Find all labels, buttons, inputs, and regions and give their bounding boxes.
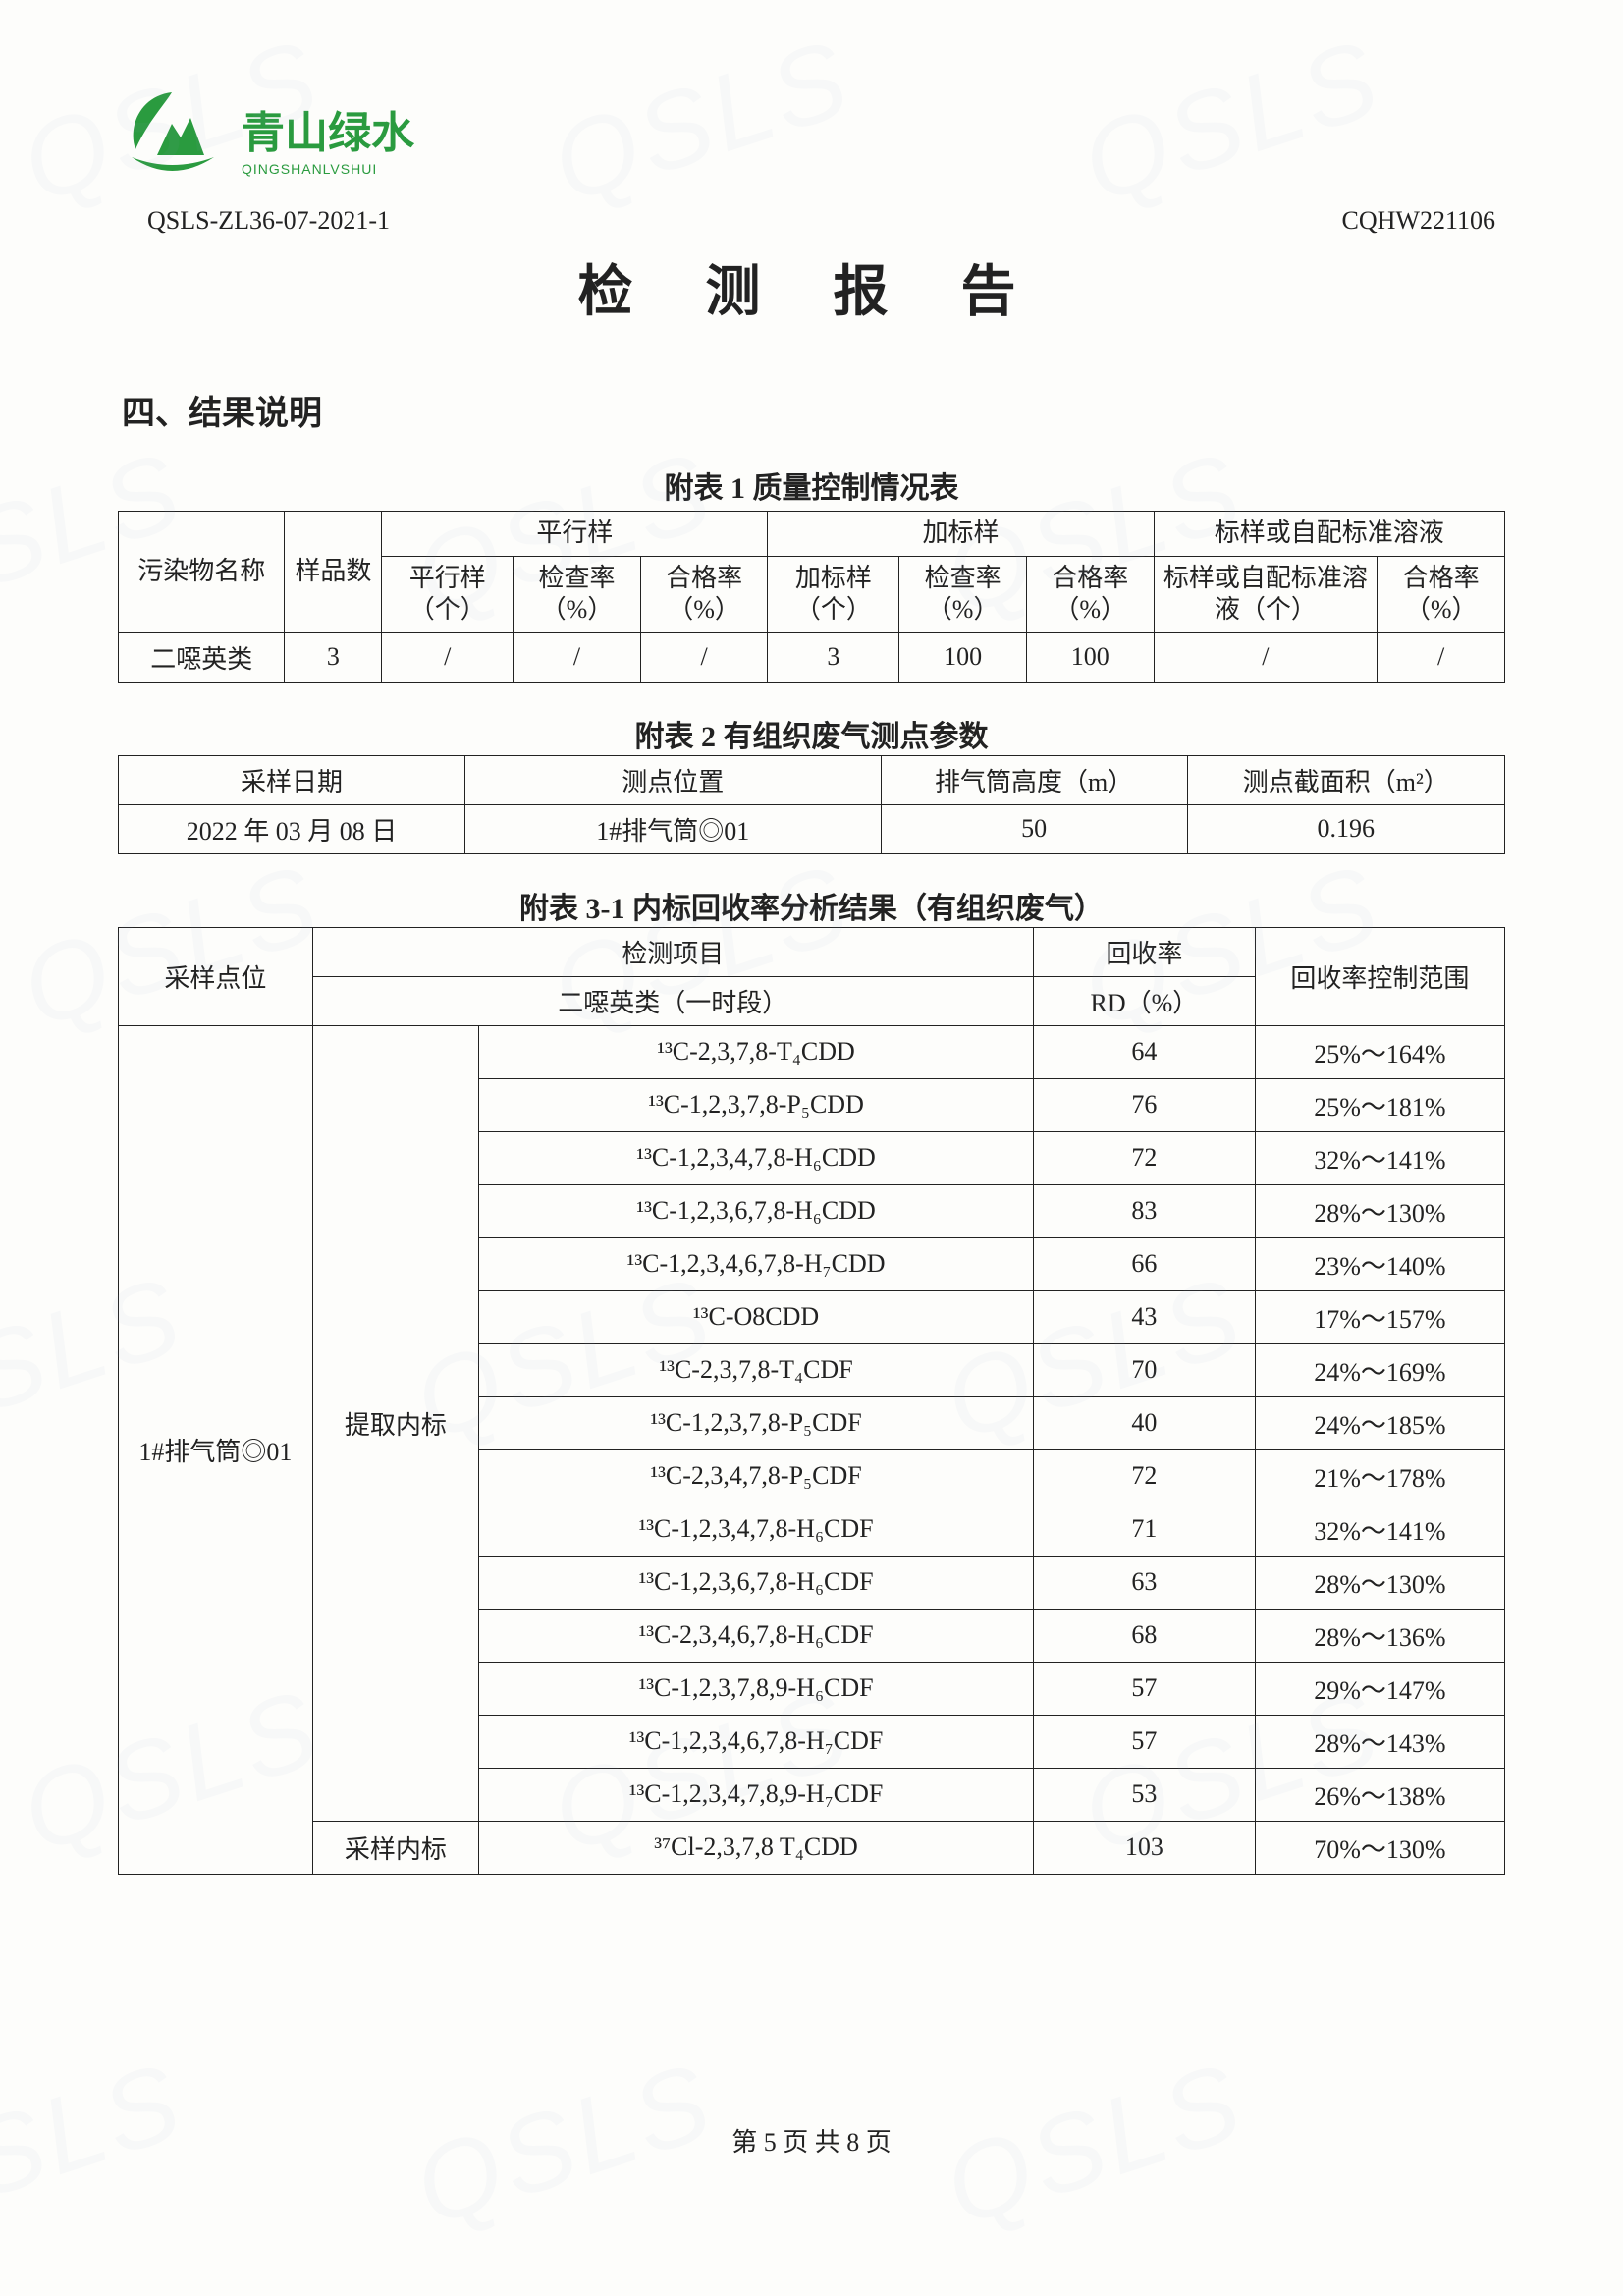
cell-group-extract: 提取内标	[312, 1025, 478, 1821]
th: 二噁英类（一时段）	[312, 976, 1033, 1025]
cell-range: 28%～143%	[1255, 1715, 1504, 1768]
th: 回收率	[1033, 927, 1255, 976]
page-title: 检 测 报 告	[118, 247, 1505, 327]
table-row: 1#排气筒◎01提取内标¹³C-2,3,7,8-T₄CDD6425%～164%	[119, 1025, 1505, 1078]
cell-item: ¹³C-2,3,7,8-T₄CDF	[479, 1343, 1034, 1396]
cell-rd: 63	[1033, 1556, 1255, 1609]
cell-rd: 57	[1033, 1715, 1255, 1768]
cell-rd: 72	[1033, 1449, 1255, 1503]
th: 合格率（%）	[1378, 556, 1505, 632]
th: 合格率（%）	[1026, 556, 1154, 632]
table-row: 二噁英类 3 / / / 3 100 100 / /	[119, 632, 1505, 682]
table-row: 2022 年 03 月 08 日 1#排气筒◎01 50 0.196	[119, 804, 1505, 853]
cell-item: ¹³C-1,2,3,4,7,8-H₆CDF	[479, 1503, 1034, 1556]
cell-rd: 72	[1033, 1131, 1255, 1184]
table-measurement-params: 采样日期 测点位置 排气筒高度（m） 测点截面积（m²） 2022 年 03 月…	[118, 755, 1505, 854]
th: 排气筒高度（m）	[881, 755, 1187, 804]
cell-item: ¹³C-1,2,3,7,8,9-H₆CDF	[479, 1662, 1034, 1715]
cell-rd: 64	[1033, 1025, 1255, 1078]
cell-range: 23%～140%	[1255, 1237, 1504, 1290]
cell-item: ¹³C-1,2,3,6,7,8-H₆CDF	[479, 1556, 1034, 1609]
cell-rd: 76	[1033, 1078, 1255, 1131]
cell-item: ¹³C-1,2,3,4,6,7,8-H₇CDD	[479, 1237, 1034, 1290]
cell-range: 28%～136%	[1255, 1609, 1504, 1662]
cell-rd: 40	[1033, 1396, 1255, 1449]
cell-range: 26%～138%	[1255, 1768, 1504, 1821]
cell-rd: 53	[1033, 1768, 1255, 1821]
cell-range: 28%～130%	[1255, 1184, 1504, 1237]
th: 标样或自配标准溶液	[1154, 512, 1504, 557]
cell-item: ¹³C-1,2,3,7,8-P₅CDD	[479, 1078, 1034, 1131]
table-recovery-rate: 采样点位 检测项目 回收率 回收率控制范围 二噁英类（一时段） RD（%） 1#…	[118, 927, 1505, 1875]
table-quality-control: 污染物名称 样品数 平行样 加标样 标样或自配标准溶液 平行样（个） 检查率（%…	[118, 511, 1505, 683]
cell-range: 17%～157%	[1255, 1290, 1504, 1343]
cell-rd: 103	[1033, 1821, 1255, 1874]
cell-rd: 43	[1033, 1290, 1255, 1343]
cell-range: 21%～178%	[1255, 1449, 1504, 1503]
cell-range: 25%～181%	[1255, 1078, 1504, 1131]
cell-range: 25%～164%	[1255, 1025, 1504, 1078]
cell-item: ¹³C-1,2,3,4,6,7,8-H₇CDF	[479, 1715, 1034, 1768]
logo: 青山绿水 QINGSHANLVSHUI	[118, 79, 1505, 177]
table-row: 采样内标³⁷Cl-2,3,7,8 T₄CDD10370%～130%	[119, 1821, 1505, 1874]
th: 样品数	[285, 512, 382, 633]
page: QSLS QSLS QSLS QSLS QSLS QSLS QSLS QSLS …	[0, 0, 1623, 2296]
table1-caption: 附表 1 质量控制情况表	[118, 464, 1505, 507]
cell-rd: 70	[1033, 1343, 1255, 1396]
th: 回收率控制范围	[1255, 927, 1504, 1025]
cell-item: ¹³C-1,2,3,7,8-P₅CDF	[479, 1396, 1034, 1449]
th: 平行样	[382, 512, 768, 557]
table2-caption: 附表 2 有组织废气测点参数	[118, 712, 1505, 755]
cell-range: 32%～141%	[1255, 1131, 1504, 1184]
th: 测点截面积（m²）	[1187, 755, 1504, 804]
logo-text-en: QINGSHANLVSHUI	[242, 161, 414, 177]
cell-item: ¹³C-O8CDD	[479, 1290, 1034, 1343]
table3-caption: 附表 3-1 内标回收率分析结果（有组织废气）	[118, 884, 1505, 927]
cell-range: 28%～130%	[1255, 1556, 1504, 1609]
doc-code-left: QSLS-ZL36-07-2021-1	[147, 206, 390, 236]
cell-group-sample: 采样内标	[312, 1821, 478, 1874]
th: 合格率（%）	[640, 556, 768, 632]
cell-rd: 66	[1033, 1237, 1255, 1290]
th: 检查率（%）	[899, 556, 1027, 632]
cell-rd: 71	[1033, 1503, 1255, 1556]
cell-rd: 83	[1033, 1184, 1255, 1237]
th: 检测项目	[312, 927, 1033, 976]
th: 标样或自配标准溶液（个）	[1154, 556, 1378, 632]
th: 加标样	[768, 512, 1154, 557]
cell-item: ³⁷Cl-2,3,7,8 T₄CDD	[479, 1821, 1034, 1874]
cell-range: 24%～169%	[1255, 1343, 1504, 1396]
th: 污染物名称	[119, 512, 285, 633]
cell-range: 29%～147%	[1255, 1662, 1504, 1715]
th: 测点位置	[465, 755, 882, 804]
logo-icon	[118, 79, 226, 177]
cell-item: ¹³C-1,2,3,6,7,8-H₆CDD	[479, 1184, 1034, 1237]
cell-range: 70%～130%	[1255, 1821, 1504, 1874]
th: 检查率（%）	[514, 556, 641, 632]
cell-range: 32%～141%	[1255, 1503, 1504, 1556]
cell-item: ¹³C-2,3,7,8-T₄CDD	[479, 1025, 1034, 1078]
cell-rd: 68	[1033, 1609, 1255, 1662]
page-footer: 第 5 页 共 8 页	[0, 2122, 1623, 2159]
cell-item: ¹³C-2,3,4,7,8-P₅CDF	[479, 1449, 1034, 1503]
th: 加标样（个）	[768, 556, 899, 632]
section-title: 四、结果说明	[122, 386, 1505, 434]
th: 采样点位	[119, 927, 313, 1025]
cell-item: ¹³C-1,2,3,4,7,8,9-H₇CDF	[479, 1768, 1034, 1821]
doc-code-right: CQHW221106	[1342, 206, 1495, 236]
th: RD（%）	[1033, 976, 1255, 1025]
cell-range: 24%～185%	[1255, 1396, 1504, 1449]
cell-item: ¹³C-1,2,3,4,7,8-H₆CDD	[479, 1131, 1034, 1184]
th: 采样日期	[119, 755, 465, 804]
cell-point: 1#排气筒◎01	[119, 1025, 313, 1874]
th: 平行样（个）	[382, 556, 514, 632]
doc-codes: QSLS-ZL36-07-2021-1 CQHW221106	[147, 206, 1495, 236]
logo-text-cn: 青山绿水	[242, 112, 414, 155]
cell-item: ¹³C-2,3,4,6,7,8-H₆CDF	[479, 1609, 1034, 1662]
cell-rd: 57	[1033, 1662, 1255, 1715]
